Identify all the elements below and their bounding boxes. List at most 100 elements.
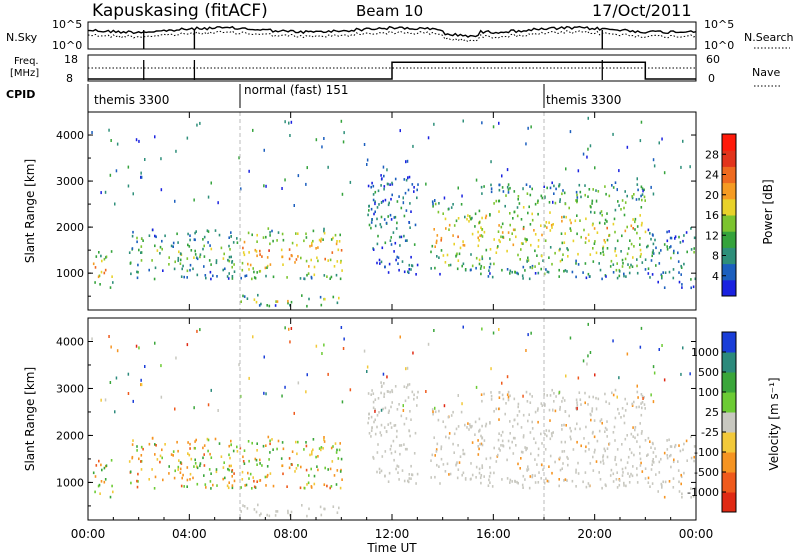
velocity-speck-12: [481, 327, 483, 331]
power-cell-6-64: [537, 239, 540, 242]
velocity-cell-6-169: [506, 458, 508, 462]
power-speck-27: [341, 192, 344, 196]
power-cell-4-17: [400, 235, 403, 239]
power-cell-6-199: [546, 226, 548, 229]
velocity-cell-1-27: [137, 480, 139, 483]
power-cell-1-87: [196, 273, 199, 277]
power-cell-6-259: [551, 181, 553, 185]
velocity-cell-6-10: [626, 402, 628, 406]
power-speck-101: [196, 123, 198, 127]
power-cell-0-11: [97, 275, 100, 279]
velocity-cell-6-93: [563, 423, 565, 427]
velocity-cell-1-4: [203, 444, 206, 447]
power-cell-6-306: [588, 275, 591, 278]
velocity-cell-2-112: [317, 468, 319, 472]
velocity-speck-13: [522, 394, 524, 398]
velocity-cell-6-175: [533, 437, 535, 440]
power-cell-1-26: [227, 258, 229, 262]
power-cell-2-60: [248, 268, 250, 271]
power-cell-4-83: [401, 260, 404, 263]
nsky-trace: [87, 25, 697, 38]
velocity-speck-47: [425, 390, 427, 393]
power-cell-0-12: [94, 266, 97, 269]
velocity-cell-3-12: [260, 512, 262, 516]
power-cell-4-110: [408, 221, 411, 224]
power-cell-4-92: [372, 193, 375, 196]
velocity-cell-2-63: [310, 467, 312, 471]
power-cell-6-263: [579, 219, 581, 222]
velocity-cell-6-211: [554, 460, 556, 464]
velocity-cell-5-76: [455, 427, 458, 431]
velocity-cell-1-24: [231, 475, 233, 478]
power-cell-6-111: [575, 262, 577, 265]
power-cell-6-317: [580, 235, 582, 239]
power-cell-1-113: [140, 259, 143, 262]
power-cell-6-19: [576, 196, 579, 199]
power-cell-5-48: [435, 239, 438, 243]
velocity-cell-1-81: [159, 460, 161, 464]
power-cell-2-23: [266, 256, 269, 259]
power-cell-7-72: [666, 248, 669, 251]
velocity-cell-1-98: [187, 452, 189, 455]
velocity-cell-1-90: [179, 467, 182, 471]
velocity-cell-4-70: [392, 439, 395, 443]
velocity-speck-113: [306, 373, 308, 377]
power-cell-1-54: [130, 272, 132, 276]
power-speck-40: [263, 148, 265, 152]
power-cell-1-122: [128, 251, 131, 254]
velocity-cell-2-60: [248, 477, 250, 480]
power-cell-0-8: [100, 270, 103, 274]
power-cell-7-35: [670, 236, 673, 240]
power-ytick-label-1: 2000: [56, 221, 84, 234]
power-cell-4-20: [394, 215, 397, 219]
velocity-cell-6-107: [549, 394, 552, 397]
velocity-speck-31: [210, 388, 212, 392]
cpid-segment-1: themis 3300: [94, 93, 169, 107]
velocity-cell-2-21: [303, 486, 306, 490]
velocity-cell-1-103: [131, 455, 134, 459]
power-cell-6-206: [545, 268, 547, 271]
power-cell-4-73: [379, 262, 381, 265]
velocity-speck-92: [321, 352, 323, 355]
power-cell-6-270: [632, 256, 634, 259]
power-cell-6-340: [584, 262, 587, 265]
power-cell-6-196: [560, 232, 563, 235]
power-cell-4-70: [392, 231, 395, 234]
power-cell-7-69: [674, 235, 677, 238]
power-cell-7-31: [692, 285, 695, 289]
power-cell-6-254: [644, 230, 647, 234]
power-cell-0-18: [110, 250, 113, 253]
power-cell-6-101: [561, 258, 563, 262]
power-cell-2-10: [336, 240, 338, 243]
velocity-cell-5-80: [470, 425, 472, 429]
power-cell-4-120: [384, 241, 387, 245]
power-cell-6-6: [516, 214, 519, 218]
velocity-speck-28: [290, 327, 293, 330]
power-cell-2-100: [336, 260, 339, 263]
power-cell-6-192: [527, 256, 529, 260]
power-cell-7-40: [663, 243, 666, 246]
velocity-cell-4-117: [384, 406, 387, 410]
power-cell-5-38: [467, 214, 469, 217]
velocity-cell-7-41: [657, 490, 659, 493]
power-cell-1-106: [186, 257, 189, 260]
velocity-cell-1-101: [199, 464, 201, 468]
power-speck-35: [462, 119, 464, 123]
power-cell-6-15: [499, 240, 501, 244]
power-cell-1-79: [174, 260, 176, 264]
velocity-cell-5-71: [475, 476, 477, 479]
velocity-cell-5-43: [452, 442, 454, 446]
velocity-cell-3-11: [268, 514, 271, 518]
velocity-cell-4-67: [378, 411, 380, 414]
power-cell-5-26: [479, 267, 482, 270]
velocity-cell-2-122: [269, 472, 272, 475]
power-cell-2-68: [288, 248, 291, 251]
power-cell-7-30: [650, 237, 652, 241]
power-cell-4-34: [390, 243, 393, 246]
power-cell-1-61: [181, 267, 183, 271]
power-cell-5-8: [448, 228, 450, 231]
power-cell-6-383: [529, 266, 532, 269]
power-speck-95: [289, 134, 291, 137]
power-cell-0-10: [104, 268, 107, 272]
velocity-cell-6-364: [514, 480, 516, 483]
